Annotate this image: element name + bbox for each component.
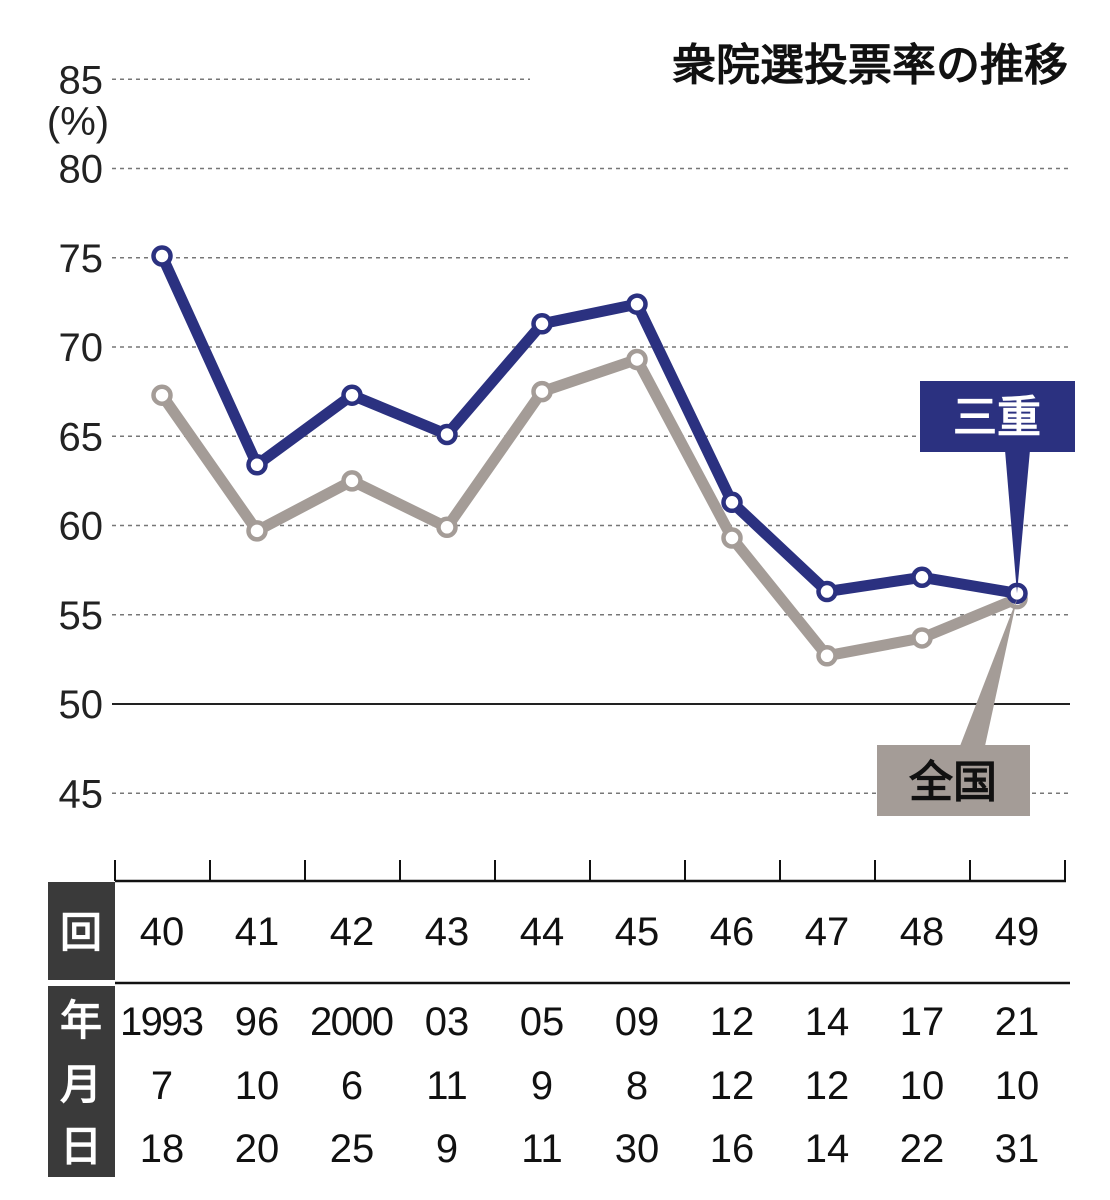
legend-label-national: 全国 [908,757,997,808]
table-cell: 49 [995,910,1040,954]
y-tick-label: 65 [59,415,104,459]
y-tick-label: 45 [59,772,104,816]
table-cell: 45 [615,910,660,954]
data-point [721,527,743,549]
table-cell: 21 [995,1000,1040,1044]
row-header-bg [48,882,115,980]
table-cell: 96 [235,1000,280,1044]
table-cell: 10 [995,1064,1040,1108]
series-line-national [157,353,1020,662]
gridlines [112,78,1070,794]
table-cell: 14 [805,1000,850,1044]
chart-title: 衆院選投票率の推移 [672,40,1068,91]
row-header: 回 [60,908,102,957]
table-cell: 05 [520,1000,565,1044]
y-tick-label: 60 [59,505,104,549]
data-point [721,491,743,514]
table-cell: 7 [151,1064,173,1108]
table-cell: 16 [710,1127,755,1171]
data-point [246,520,268,542]
table-cell: 43 [425,910,470,954]
table-cell: 30 [615,1127,660,1171]
data-point [151,245,173,267]
x-axis [114,860,1066,883]
legend-box-national [877,745,1030,816]
table-cell: 25 [330,1127,375,1171]
data-point [531,313,553,335]
table-cell: 1993 [120,1000,204,1044]
legend-box-mie [920,381,1075,452]
table-cell: 42 [330,910,375,954]
data-point [626,348,648,371]
y-tick-label: 85 [59,58,104,102]
y-tick-label: 50 [59,683,104,727]
table-cell: 12 [805,1064,850,1108]
table-cell: 09 [615,1000,660,1044]
y-tick-label: 75 [59,237,104,281]
table-cell: 17 [900,1000,945,1044]
data-point [816,580,838,603]
table-cell: 18 [140,1127,185,1171]
table-cell: 9 [436,1127,458,1171]
data-point [246,454,268,476]
table-cell: 8 [626,1064,648,1108]
table-cell: 12 [710,1064,755,1108]
data-point [341,384,363,406]
table-cell: 47 [805,910,850,954]
table-cell: 22 [900,1127,945,1171]
table-cell: 46 [710,910,755,954]
table-cell: 9 [531,1064,553,1108]
series-line-mie [156,253,1018,599]
data-point [436,516,458,539]
row-header-bg [48,986,115,1177]
data-point [436,423,458,446]
table-cell: 6 [341,1064,363,1108]
y-tick-label: 80 [59,148,104,192]
table-cell: 10 [900,1064,945,1108]
data-point [911,627,933,649]
y-axis-ticks: 45 50 55 60 65 70 75 80 85 [59,58,104,816]
table-cell: 12 [710,1000,755,1044]
data-point [341,470,363,492]
table-cell: 40 [140,910,185,954]
table-cell: 10 [235,1064,280,1108]
y-tick-label: 55 [59,594,104,638]
table-cell: 14 [805,1127,850,1171]
table-cell: 2000 [310,1000,394,1044]
data-point [911,566,933,589]
title-background [530,25,1075,97]
table-cell: 44 [520,910,565,954]
y-axis-unit: (%) [47,100,109,144]
data-point [816,645,838,667]
data-point [531,380,553,403]
table-cell: 41 [235,910,280,954]
table-cell: 20 [235,1127,280,1171]
label-pointer [960,598,1017,746]
data-point [626,293,648,315]
legend-label-mie: 三重 [953,392,1041,443]
table-cell: 11 [521,1127,563,1171]
row-header: 日 [60,1122,102,1171]
series-lines [151,245,1028,667]
table-cell: 11 [426,1064,468,1108]
y-tick-label: 70 [59,326,104,370]
table-cell: 48 [900,910,945,954]
table-cell: 31 [995,1127,1040,1171]
row-header: 年 [60,996,102,1045]
data-point [151,384,173,406]
row-header: 月 [60,1060,102,1109]
table-cell: 03 [425,1000,470,1044]
label-pointer [1005,450,1030,594]
